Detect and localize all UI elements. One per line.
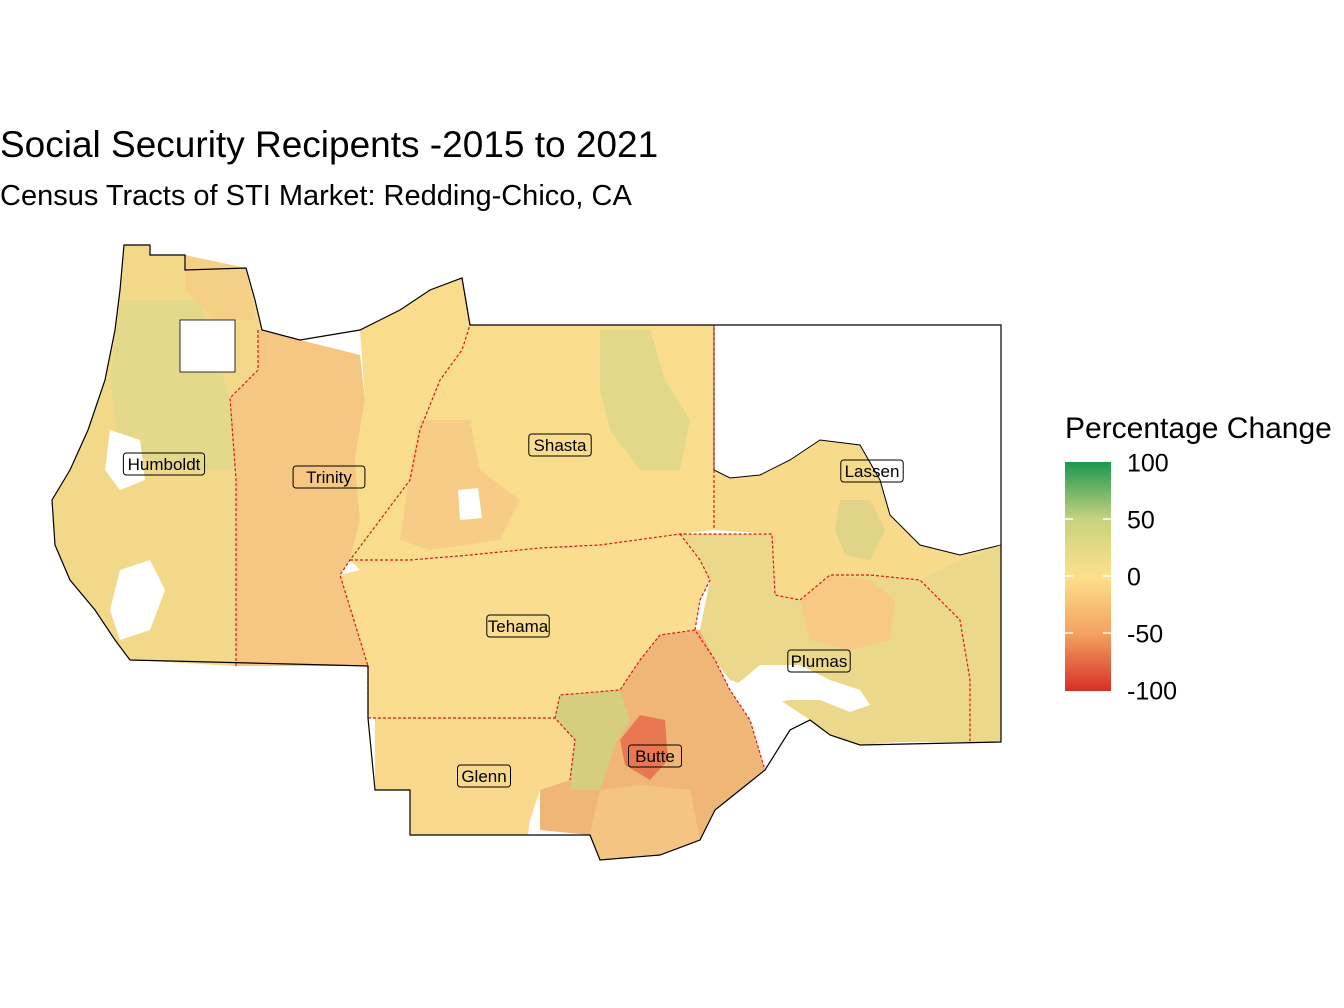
county-label-humboldt: Humboldt — [122, 452, 206, 476]
county-label-text: Tehama — [488, 617, 549, 636]
tract-area — [835, 500, 885, 560]
county-area-trinity[interactable] — [230, 330, 368, 666]
county-label-box — [628, 744, 682, 768]
county-label-text: Humboldt — [128, 455, 201, 474]
lassen-blank-area — [713, 324, 1002, 556]
county-label-trinity: Trinity — [292, 465, 366, 489]
county-label-box — [486, 614, 550, 638]
county-label-tehama: Tehama — [486, 614, 550, 638]
county-label-box — [787, 649, 851, 673]
county-label-butte: Butte — [628, 744, 682, 768]
county-label-text: Shasta — [534, 436, 587, 455]
county-label-text: Butte — [635, 747, 675, 766]
county-label-text: Plumas — [791, 652, 848, 671]
county-label-box — [457, 764, 511, 788]
county-label-box — [292, 465, 366, 489]
county-labels: Humboldt Trinity Shasta Lassen Tehama Plumas G… — [122, 433, 904, 788]
tract-area — [800, 575, 895, 650]
map-title: Social Security Recipents -2015 to 2021 — [0, 124, 659, 165]
county-area-glenn[interactable] — [368, 718, 575, 835]
county-label-glenn: Glenn — [457, 764, 511, 788]
tract-area — [185, 255, 255, 320]
tract-area — [620, 715, 668, 780]
plumas-blank-area — [730, 665, 870, 712]
legend-tick-label: -100 — [1127, 677, 1178, 706]
legend-tick-label: -50 — [1127, 620, 1164, 649]
county-area-tehama[interactable] — [340, 534, 710, 718]
county-label-lassen: Lassen — [840, 459, 904, 483]
tract-area — [400, 420, 520, 550]
tract-area — [555, 690, 630, 790]
legend-tick-label: 50 — [1127, 506, 1155, 535]
county-label-text: Lassen — [845, 462, 900, 481]
county-borders — [229, 277, 971, 781]
blank-tract — [110, 560, 165, 640]
legend-tick-label: 0 — [1127, 563, 1141, 592]
county-label-text: Glenn — [461, 767, 506, 786]
county-label-plumas: Plumas — [787, 649, 851, 673]
blank-tract — [458, 488, 482, 520]
county-label-box — [528, 433, 592, 457]
county-label-box — [122, 452, 206, 476]
tract-area — [600, 330, 690, 470]
map-subtitle: Census Tracts of STI Market: Redding-Chi… — [0, 180, 632, 212]
blank-tract — [179, 319, 236, 373]
tract-area — [590, 785, 700, 860]
legend-title: Percentage Change — [1065, 412, 1332, 445]
county-label-shasta: Shasta — [528, 433, 592, 457]
county-label-text: Trinity — [306, 468, 352, 487]
legend-colorbar — [1065, 462, 1111, 691]
legend-tick-label: 100 — [1127, 449, 1169, 478]
region-outline — [51, 244, 1002, 861]
county-label-box — [840, 459, 904, 483]
